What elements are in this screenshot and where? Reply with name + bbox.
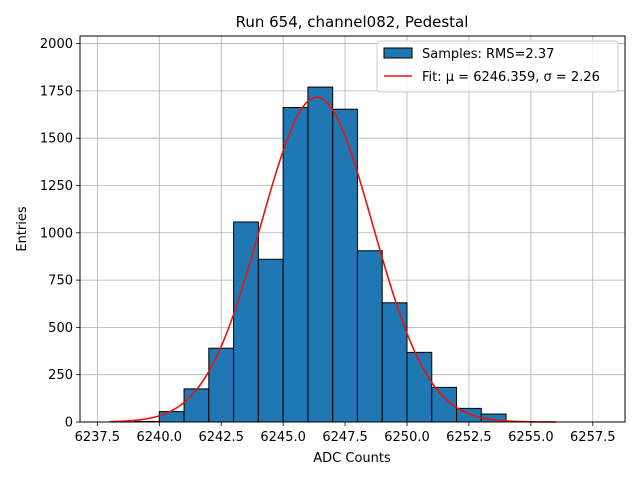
histogram-bar xyxy=(356,250,383,423)
x-tick-label: 6255.0 xyxy=(508,430,554,445)
y-axis-label: Entries xyxy=(15,206,30,252)
legend-fit-sigma: σ = 2.26 xyxy=(544,70,600,85)
chart-title: Run 654, channel082, Pedestal xyxy=(236,13,469,31)
y-tick-label: 1750 xyxy=(40,84,73,99)
histogram-bars xyxy=(134,86,532,423)
histogram-bar xyxy=(381,302,408,423)
fit-curve xyxy=(109,96,556,423)
histogram-bar xyxy=(307,86,334,423)
y-tick-label: 250 xyxy=(48,368,73,383)
legend-swatch-samples xyxy=(383,47,413,59)
legend-fit-sep: , xyxy=(535,70,543,85)
legend-fit-mu: μ = 6246.359 xyxy=(446,70,535,85)
x-tick-label: 6252.5 xyxy=(446,430,492,445)
legend: Samples: RMS=2.37 Fit: μ = 6246.359, σ =… xyxy=(376,40,619,93)
plot-area xyxy=(79,35,626,423)
y-tick-label: 0 xyxy=(65,416,73,431)
y-axis-ticks: 0 250 500 750 1000 1250 1500 1750 2000 xyxy=(40,37,80,431)
x-axis-label: ADC Counts xyxy=(313,451,391,466)
legend-box xyxy=(376,40,619,93)
histogram-bar xyxy=(233,221,259,423)
axes-frame xyxy=(79,35,626,423)
legend-label-samples: Samples: RMS=2.37 xyxy=(422,47,554,62)
x-tick-label: 6257.5 xyxy=(570,430,616,445)
histogram-bar xyxy=(208,347,235,423)
x-tick-label: 6250.0 xyxy=(384,430,430,445)
x-axis-ticks: 6237.5 6240.0 6242.5 6245.0 6247.5 6250.0 6252… xyxy=(75,422,616,445)
histogram-bar xyxy=(158,411,185,423)
x-tick-label: 6237.5 xyxy=(75,430,121,445)
y-tick-label: 2000 xyxy=(40,37,73,52)
histogram-bar xyxy=(282,107,309,423)
histogram-bar xyxy=(332,108,358,423)
y-tick-label: 750 xyxy=(48,274,73,289)
x-tick-label: 6247.5 xyxy=(322,430,368,445)
x-tick-label: 6240.0 xyxy=(137,430,183,445)
legend-label-fit: Fit: μ = 6246.359, σ = 2.26 xyxy=(422,70,600,85)
legend-fit-prefix: Fit: xyxy=(422,70,446,85)
y-tick-label: 1500 xyxy=(40,132,73,147)
x-tick-label: 6245.0 xyxy=(260,430,306,445)
y-tick-label: 1250 xyxy=(40,179,73,194)
histogram-bar xyxy=(257,258,284,423)
y-tick-label: 500 xyxy=(48,321,73,336)
histogram-bar xyxy=(183,388,210,423)
y-tick-label: 1000 xyxy=(40,226,73,241)
histogram-bar xyxy=(406,351,433,423)
x-tick-label: 6242.5 xyxy=(198,430,244,445)
